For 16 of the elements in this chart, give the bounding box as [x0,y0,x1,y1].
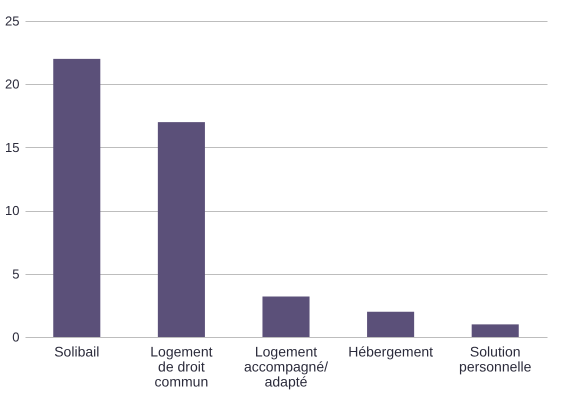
x-tick-label: Solibail [54,344,100,360]
y-tick-label: 25 [5,14,20,28]
bar [262,296,310,337]
x-tick-label: Solution personnelle [459,344,532,374]
y-tick-label: 0 [12,330,20,344]
y-tick-label: 20 [5,76,20,92]
x-tick-label: Hébergement [348,344,434,360]
bar [53,58,100,337]
bar [367,312,414,337]
y-tick-label: 5 [12,266,20,282]
bar [472,324,519,337]
x-tick-label: Logement accompagné/ adapté [244,344,328,390]
y-tick-label: 15 [5,140,20,155]
x-tick-label: Logement de droit commun [150,344,213,390]
bar [158,122,205,337]
y-tick-label: 10 [5,203,20,218]
